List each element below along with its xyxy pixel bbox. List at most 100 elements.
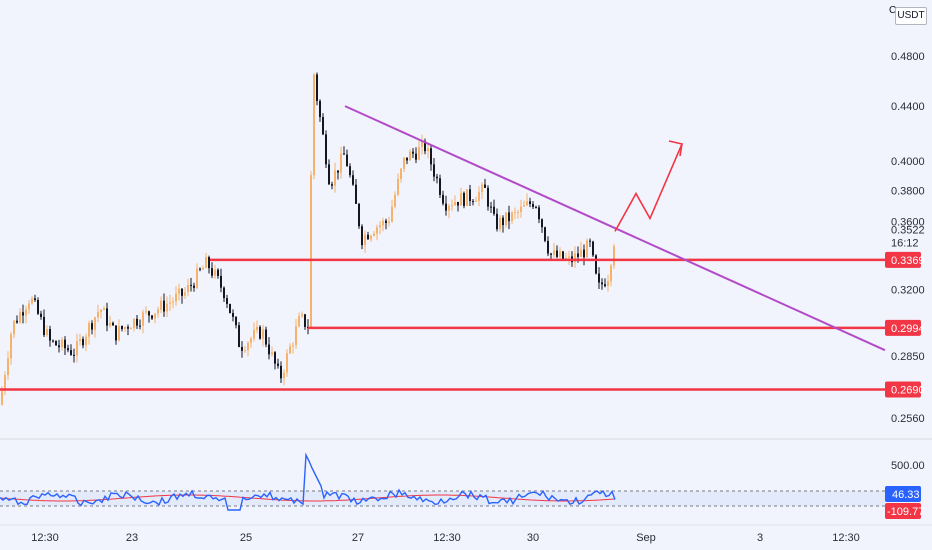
candle-body (79, 339, 81, 341)
candle-body (229, 303, 231, 314)
candle-body (379, 225, 381, 228)
candle-body (139, 325, 141, 327)
candle-body (184, 292, 186, 296)
candle-body (220, 275, 222, 288)
candle-body (37, 300, 39, 314)
level-price-label: 0.2994 (891, 323, 925, 335)
candle-body (409, 151, 411, 161)
candle-body (211, 268, 213, 276)
candle-body (442, 194, 444, 204)
candle-body (535, 206, 537, 208)
descending-trendline[interactable] (344, 105, 886, 352)
candle-body (502, 217, 504, 226)
candle-body (205, 257, 207, 269)
candle-body (421, 140, 423, 147)
candle-body (517, 211, 519, 213)
candle-body (157, 309, 159, 314)
candle-body (166, 303, 168, 312)
time-tick-label: 12:30 (433, 532, 461, 544)
candle-body (319, 100, 321, 118)
oscillator-signal-label: -109.77 (887, 506, 924, 518)
oscillator-value-tag (885, 486, 921, 502)
candle-body (169, 302, 171, 304)
time-tick-label: Sep (636, 532, 656, 544)
price-axis[interactable]: 0.4800 0.4400 0.4000 0.3800 0.3600 0.3200 0.28… (885, 51, 925, 425)
candle-body (262, 329, 264, 339)
candle-body (127, 326, 129, 329)
support-levels[interactable] (0, 258, 885, 391)
candle-body (613, 246, 615, 266)
candle-body (151, 315, 153, 319)
price-tick-label: 0.2850 (891, 351, 925, 363)
candle-body (142, 312, 144, 326)
candle-body (133, 318, 135, 329)
candle-body (610, 265, 612, 282)
candle-body (340, 153, 342, 173)
candle-body (4, 375, 6, 392)
candle-body (58, 345, 60, 348)
candle-body (412, 151, 414, 154)
candle-body (91, 323, 93, 330)
candle-body (364, 234, 366, 246)
candle-body (598, 273, 600, 283)
candle-body (577, 253, 579, 257)
price-tick-label: 0.4000 (891, 156, 925, 168)
current-price-label: 0.3522 (891, 224, 925, 236)
time-axis[interactable]: 12:30 23 25 27 12:30 30 Sep 3 12:30 (0, 524, 932, 544)
candle-body (295, 326, 297, 346)
candle-body (271, 352, 273, 355)
time-tick-label: 12:30 (31, 532, 59, 544)
candle-body (97, 311, 99, 318)
candle-body (505, 212, 507, 226)
candle-body (160, 300, 162, 310)
candle-body (130, 328, 132, 330)
candle-body (226, 298, 228, 304)
candle-body (154, 313, 156, 319)
currency-button[interactable]: USDT (895, 7, 927, 25)
candle-body (475, 200, 477, 202)
candle-body (352, 175, 354, 185)
candle-body (592, 241, 594, 256)
candle-body (604, 284, 606, 287)
price-tick-label: 0.3600 (891, 217, 925, 229)
countdown-label: 16:12 (891, 237, 919, 249)
candle-body (499, 217, 501, 230)
candle-body (292, 345, 294, 347)
candle-body (463, 192, 465, 206)
oscillator-value-label: 46.33 (892, 489, 920, 501)
candle-body (370, 235, 372, 240)
candle-body (553, 250, 555, 255)
candle-body (529, 201, 531, 205)
level-price-label: 0.3369 (891, 255, 925, 267)
candle-body (508, 212, 510, 222)
candle-body (250, 338, 252, 343)
level-price-label: 0.2690 (891, 384, 925, 396)
oscillator-pane: 500.00 46.33 -109.77 (0, 452, 925, 519)
candle-body (118, 325, 120, 341)
candle-body (28, 303, 30, 310)
candle-body (115, 325, 117, 341)
candle-body (244, 350, 246, 352)
candle-body (559, 251, 561, 257)
candle-body (385, 220, 387, 223)
candle-body (490, 206, 492, 208)
forecast-arrow[interactable] (614, 143, 683, 232)
candles (1, 72, 615, 406)
candle-body (556, 250, 558, 257)
candle-body (100, 310, 102, 312)
candle-body (148, 311, 150, 316)
candle-body (424, 140, 426, 152)
price-tick-label: 0.4800 (891, 51, 925, 63)
candle-body (337, 170, 339, 173)
candle-body (466, 189, 468, 206)
candle-body (1, 391, 3, 405)
candle-body (112, 322, 114, 326)
candle-body (67, 348, 69, 351)
candle-body (391, 206, 393, 222)
candle-body (10, 334, 12, 359)
candle-body (223, 287, 225, 299)
oscillator-band (0, 491, 885, 506)
candle-body (544, 227, 546, 241)
candle-body (568, 256, 570, 258)
